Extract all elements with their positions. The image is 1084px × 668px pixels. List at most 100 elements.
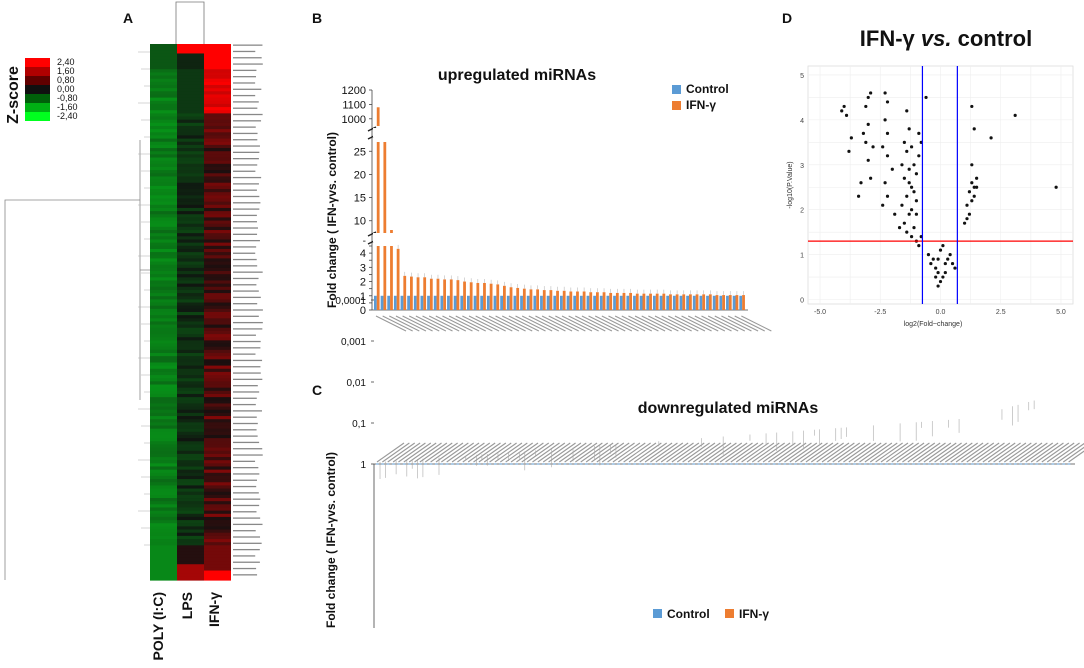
heatmap-cell (177, 125, 204, 130)
zscore-tick: 1,60 (57, 66, 75, 76)
heatmap-cell (204, 280, 231, 285)
row-label (233, 485, 257, 488)
row-label (233, 523, 263, 526)
heatmap-cell (177, 264, 204, 269)
heatmap-cell (150, 554, 177, 559)
heatmap-cell (177, 135, 204, 140)
bar-c-control (408, 463, 411, 465)
heatmap-cell (204, 271, 231, 275)
heatmap-cell (150, 302, 177, 307)
heatmap-cell (204, 567, 231, 572)
heatmap-cell (204, 62, 231, 67)
volcano-point (847, 149, 851, 153)
heatmap-cell (150, 185, 177, 190)
heatmap-cell (150, 460, 177, 464)
bar-b-control (566, 295, 570, 310)
heatmap-cell (177, 305, 204, 310)
chart-c-xlabel (971, 442, 1000, 463)
chart-b-xlabel (382, 315, 413, 332)
heatmap-cell (150, 375, 177, 379)
heatmap-cell (204, 299, 231, 304)
chart-b-xlabel (661, 315, 692, 332)
heatmap-cell (204, 132, 231, 137)
heatmap-cell (204, 425, 231, 430)
chart-c-xlabel (698, 442, 727, 463)
bar-b-control (413, 295, 417, 310)
volcano-point (890, 167, 894, 171)
bar-c-control (536, 463, 540, 465)
heatmap-cell (150, 91, 177, 96)
legend-label-control: Control (686, 82, 729, 96)
heatmap-cell (204, 460, 231, 464)
bar-c-control (381, 463, 385, 465)
bar-b-ifn (728, 295, 732, 310)
bar-c-control (735, 463, 738, 465)
legend-label-ifn: IFN-γ (686, 98, 716, 112)
bar-c-control (938, 463, 942, 465)
heatmap-cell (177, 397, 204, 401)
heatmap-cell (204, 381, 231, 386)
bar-c-control (392, 463, 395, 465)
heatmap-cell (150, 286, 177, 291)
heatmap-cell (150, 308, 177, 313)
heatmap-cell (204, 406, 231, 411)
bar-c-control (520, 463, 524, 465)
heatmap-cell (177, 201, 204, 206)
heatmap-cell (177, 192, 204, 196)
chart-c-xlabel (682, 442, 710, 463)
chart-c-xlabel (987, 442, 1016, 463)
heatmap-cell (150, 289, 177, 294)
chart-b-xlabel (721, 315, 752, 332)
bar-c-control (649, 463, 653, 465)
heatmap-cell (177, 154, 204, 159)
row-label (233, 290, 259, 292)
zscore-tick: -0,80 (57, 93, 78, 103)
volcano-point (970, 199, 974, 203)
chart-b-ytick: - (363, 236, 366, 247)
heatmap-cell (204, 226, 231, 231)
bar-b-control (380, 295, 384, 310)
heatmap-cell (204, 371, 231, 376)
heatmap-cell (177, 318, 204, 323)
heatmap-cell (204, 84, 231, 89)
heatmap-cell (204, 94, 231, 99)
volcano-point (885, 131, 890, 135)
bar-c-control (1062, 463, 1065, 465)
heatmap-cell (177, 542, 204, 546)
bar-b-control (400, 295, 404, 310)
column-dendrogram (175, 1, 205, 44)
row-label (233, 189, 257, 191)
bar-b-control (540, 295, 543, 310)
bar-c-control (418, 463, 422, 465)
volcano-point (967, 190, 972, 194)
volcano-point (946, 257, 950, 261)
heatmap-cell (204, 545, 231, 550)
heatmap-cell (150, 119, 177, 124)
heatmap-cell (150, 356, 177, 360)
heatmap-cell (150, 532, 177, 537)
heatmap-cell (150, 198, 177, 203)
chart-c-xlabel (730, 442, 759, 463)
bar-c-control (740, 463, 744, 465)
heatmap-cell (150, 47, 177, 51)
heatmap-cell (204, 463, 231, 468)
heatmap-cell (150, 230, 177, 234)
heatmap-cell (204, 207, 231, 212)
bar-b-ifn (549, 290, 553, 310)
heatmap-cell (150, 81, 177, 86)
heatmap-cell (177, 258, 204, 263)
heatmap-cell (150, 523, 177, 527)
bar-c-control (590, 463, 594, 465)
heatmap-cell (204, 220, 231, 225)
heatmap-cell (177, 214, 204, 219)
bar-c-control (563, 463, 567, 465)
chart-b-xlabel (455, 315, 486, 332)
row-label (233, 372, 261, 374)
chart-c-xlabel (687, 442, 716, 463)
volcano-point (975, 185, 979, 189)
heatmap-cell (204, 318, 231, 323)
heatmap-cell (150, 434, 177, 439)
volcano-point (907, 212, 911, 216)
chart-b-xlabel (495, 315, 526, 332)
volcano-point (909, 185, 914, 189)
